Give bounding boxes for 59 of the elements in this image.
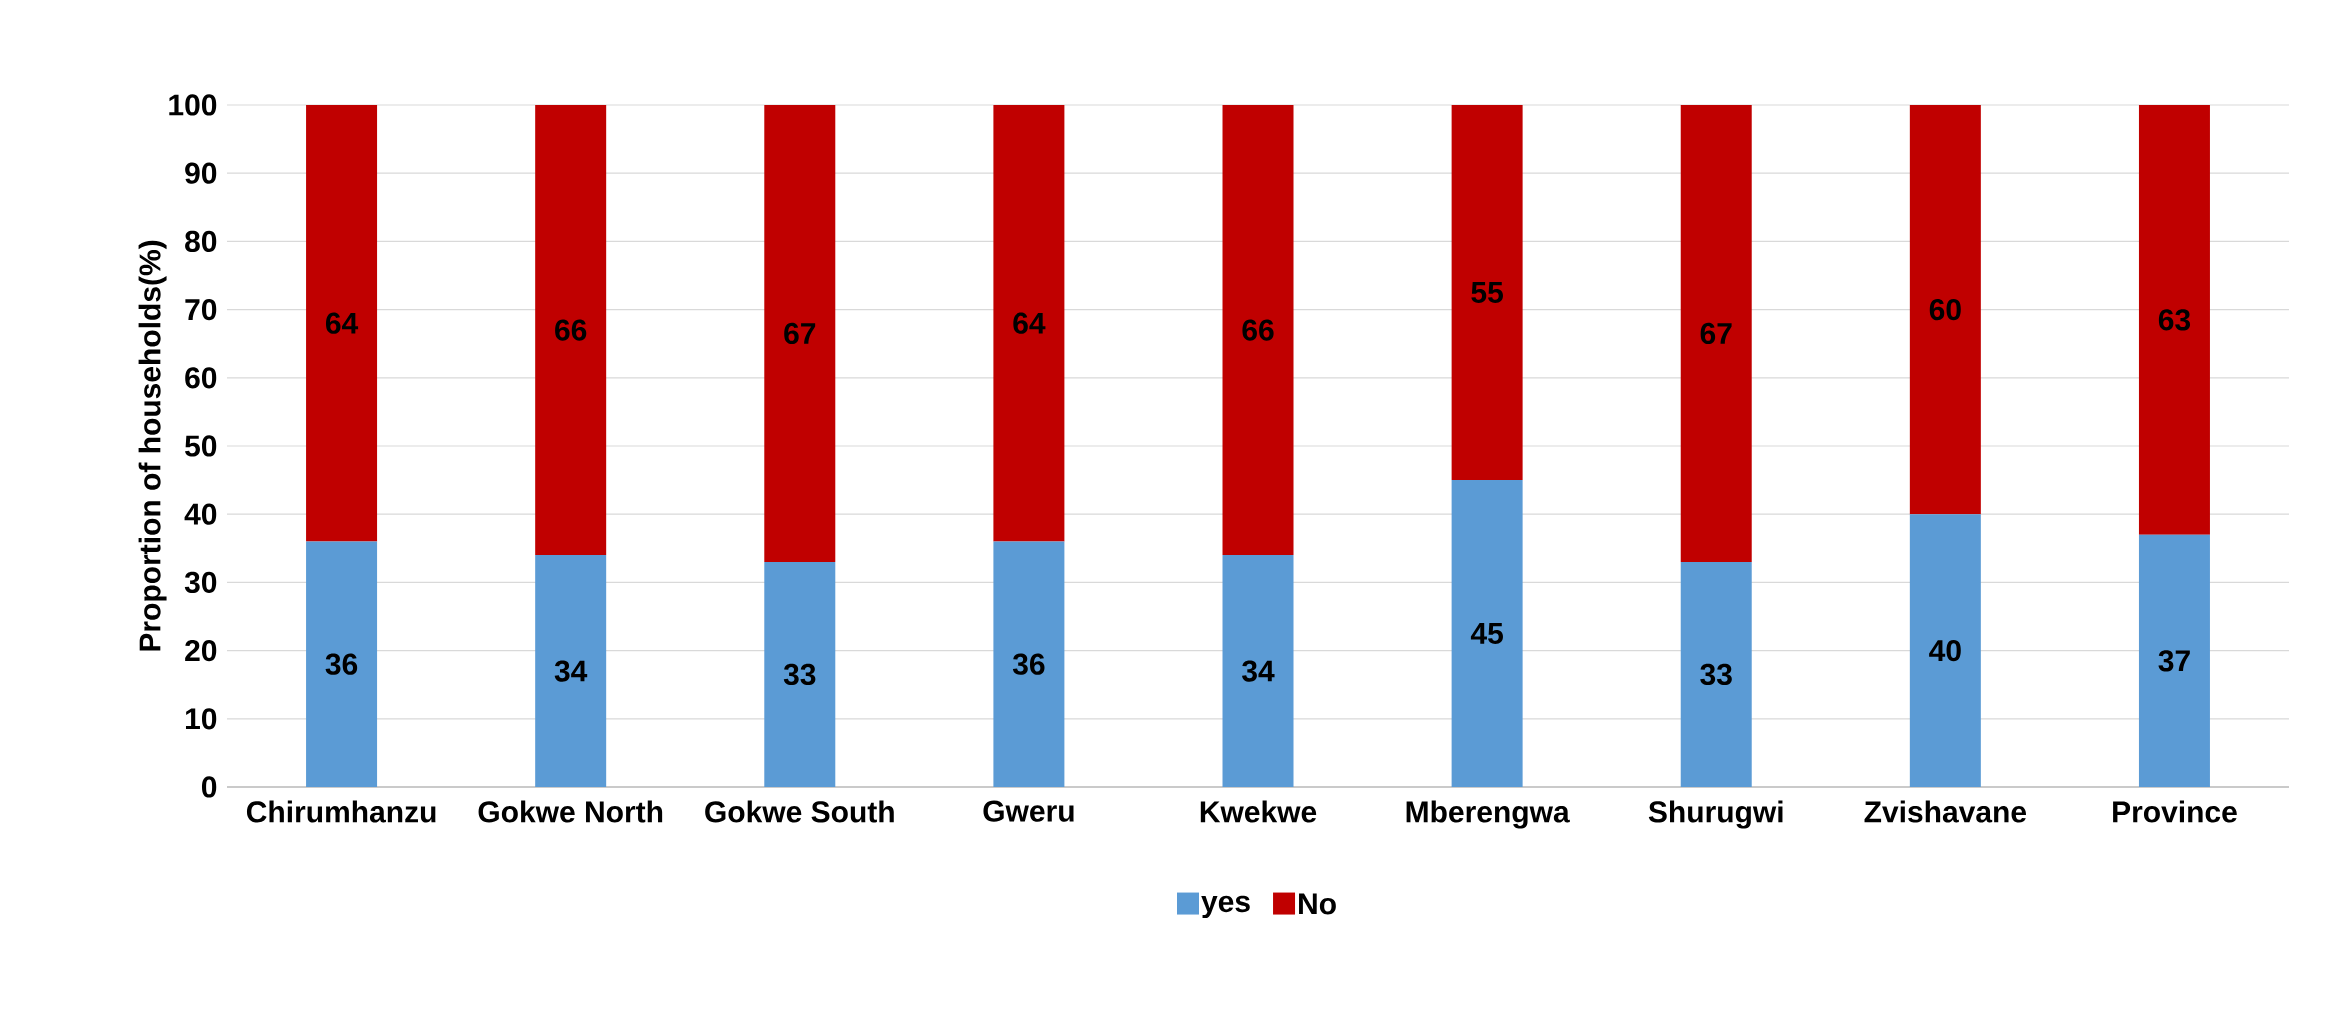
data-label: 67	[1700, 322, 1732, 345]
x-tick-label: Shurugwi	[1648, 800, 1783, 829]
bar	[1680, 561, 1752, 787]
bar	[306, 104, 378, 542]
bar	[1680, 104, 1752, 562]
bar	[764, 104, 836, 562]
bar	[993, 541, 1065, 787]
x-tick-label: Zvishavane	[1864, 800, 2027, 823]
bar	[535, 555, 607, 787]
data-label: 64	[1013, 312, 1046, 334]
bar	[1909, 104, 1981, 515]
data-label: 64	[325, 312, 359, 334]
y-tick-label: 10	[185, 708, 217, 730]
data-label: 67	[784, 322, 816, 345]
x-tick-label: Province	[2113, 800, 2237, 823]
bar	[1222, 555, 1294, 787]
y-tick-label: 70	[185, 298, 217, 321]
data-label: 66	[555, 319, 587, 341]
legend-label: yes	[1201, 895, 1250, 919]
data-label: 33	[1700, 663, 1732, 686]
data-label: 66	[1242, 319, 1274, 341]
bar	[2138, 104, 2210, 535]
bar	[306, 541, 378, 787]
y-tick-label: 30	[184, 571, 217, 594]
y-tick-label: 40	[184, 503, 217, 525]
x-tick-label: Kwekwe	[1200, 800, 1317, 823]
data-label: 45	[1470, 623, 1503, 645]
data-label: 55	[1471, 282, 1503, 304]
x-tick-label: Gokwe South	[705, 800, 894, 823]
data-label: 37	[2158, 650, 2190, 672]
y-tick-label: 90	[185, 162, 217, 184]
data-label: 34	[554, 660, 588, 682]
data-label: 36	[1012, 653, 1045, 675]
y-tick-label: 80	[185, 230, 217, 253]
data-label: 34	[1242, 660, 1275, 682]
bar	[1909, 514, 1981, 787]
x-tick-label: Gokwe North	[478, 800, 663, 823]
y-tick-label: 100	[169, 94, 217, 116]
bar	[1451, 480, 1523, 787]
y-tick-label: 20	[185, 639, 217, 662]
x-tick-label: Gweru	[983, 800, 1074, 822]
y-axis-title: Proportion of households(%)	[138, 240, 167, 651]
bar	[2138, 534, 2210, 787]
data-label: 60	[1929, 298, 1961, 321]
x-tick-label: Mberengwa	[1406, 800, 1570, 829]
bar	[1222, 104, 1294, 556]
y-tick-label: 60	[185, 367, 217, 389]
data-label: 33	[783, 663, 816, 686]
bar	[1451, 104, 1523, 481]
x-tick-label: Chirumhanzu	[246, 800, 436, 823]
bar	[764, 561, 836, 787]
y-tick-label: 50	[185, 435, 217, 457]
data-label: 36	[325, 653, 358, 675]
legend-label: No	[1299, 893, 1336, 915]
y-tick-label: 0	[201, 776, 217, 798]
data-label: 40	[1929, 639, 1961, 662]
bar	[535, 104, 607, 556]
bar	[993, 104, 1065, 542]
data-label: 63	[2158, 309, 2191, 331]
